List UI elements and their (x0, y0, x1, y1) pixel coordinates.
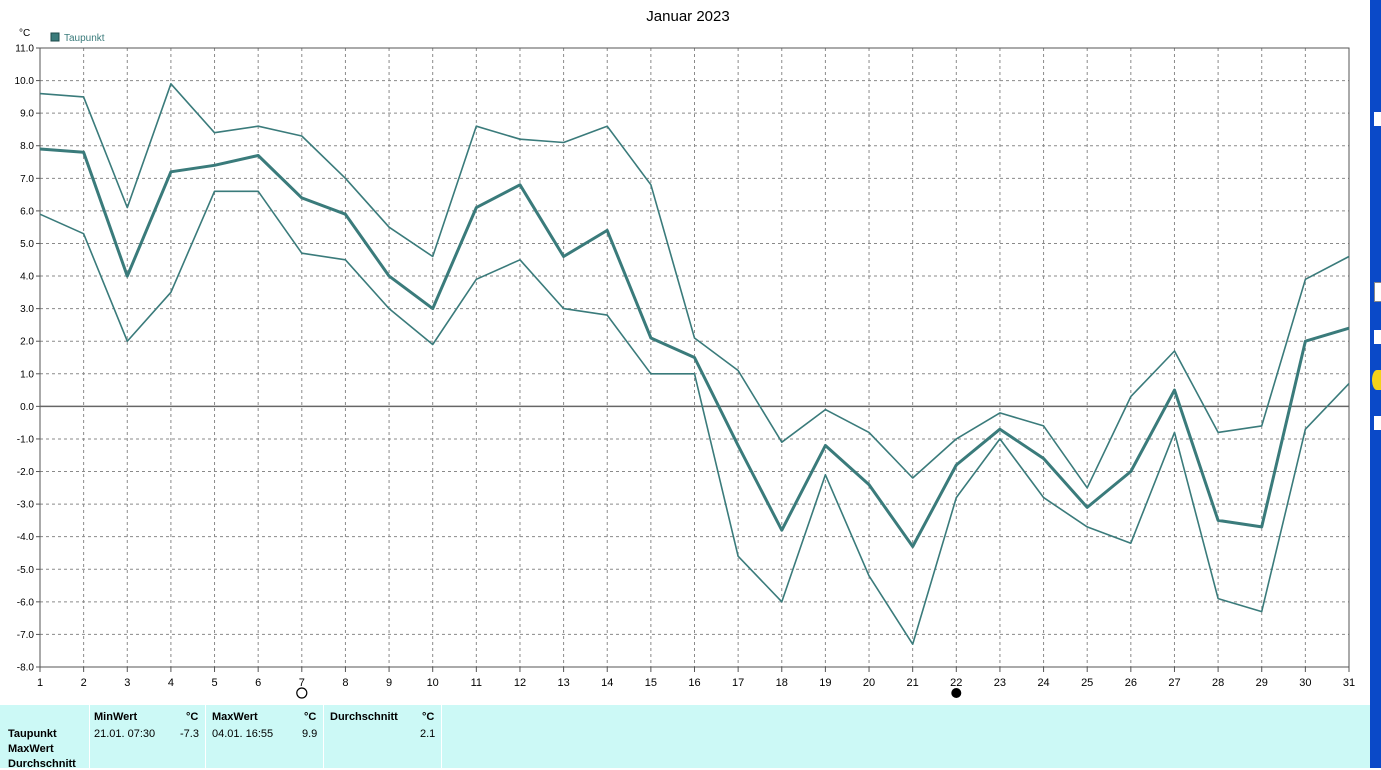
x-tick-label: 24 (1037, 677, 1049, 689)
legend-swatch (50, 32, 60, 42)
divider (441, 705, 442, 768)
x-tick-label: 18 (776, 677, 788, 689)
min-header: MinWert (94, 711, 138, 723)
max-time: 04.01. 16:55 (212, 728, 274, 740)
y-tick-label: -1.0 (17, 434, 35, 445)
y-tick-label: 11.0 (15, 44, 34, 55)
y-tick-label: 1.0 (20, 369, 34, 380)
x-tick-label: 20 (863, 677, 875, 689)
series-line-mean (39, 147, 1350, 548)
x-tick-label: 16 (688, 677, 700, 689)
x-tick-label: 4 (168, 677, 174, 689)
x-tick-label: 22 (950, 677, 962, 689)
y-tick-label: -5.0 (17, 565, 35, 576)
x-tick-label: 1 (37, 677, 43, 689)
x-tick-label: 6 (255, 677, 261, 689)
x-tick-label: 8 (342, 677, 348, 689)
x-tick-label: 17 (732, 677, 744, 689)
plot-frame (39, 47, 1350, 668)
edge-fragment (1374, 416, 1381, 430)
full-moon-marker (951, 688, 962, 698)
sun-icon (1372, 370, 1381, 390)
x-tick-label: 21 (907, 677, 919, 689)
row-label-durchschnitt: Durchschnitt (8, 758, 76, 770)
y-tick-label: 9.0 (20, 109, 34, 120)
y-tick-label: 3.0 (20, 304, 34, 315)
y-tick-label: 2.0 (20, 337, 34, 348)
edge-fragment (1374, 330, 1381, 344)
y-tick-label: -3.0 (17, 500, 35, 511)
x-tick-label: 3 (124, 677, 130, 689)
y-tick-label: 0.0 (20, 402, 34, 413)
y-tick-label: 6.0 (20, 206, 34, 217)
y-tick-label: 8.0 (20, 141, 34, 152)
x-tick-label: 10 (427, 677, 439, 689)
edge-fragment (1374, 282, 1381, 302)
min-unit: °C (186, 711, 199, 723)
divider (205, 705, 206, 768)
x-tick-label: 15 (645, 677, 657, 689)
max-value: 9.9 (302, 728, 318, 740)
x-tick-label: 29 (1256, 677, 1268, 689)
max-unit: °C (304, 711, 317, 723)
x-tick-label: 9 (386, 677, 392, 689)
y-tick-label: 4.0 (20, 272, 34, 283)
divider (323, 705, 324, 768)
x-tick-label: 14 (601, 677, 613, 689)
min-value: -7.3 (180, 728, 199, 740)
edge-fragment (1374, 112, 1381, 126)
row-label-taupunkt: Taupunkt (8, 728, 57, 740)
x-tick-label: 23 (994, 677, 1006, 689)
y-tick-label: 7.0 (20, 174, 34, 185)
y-unit-label: °C (19, 28, 30, 39)
x-tick-label: 28 (1212, 677, 1224, 689)
y-tick-label: -6.0 (17, 597, 35, 608)
x-tick-label: 25 (1081, 677, 1093, 689)
x-tick-label: 26 (1125, 677, 1137, 689)
avg-unit: °C (422, 711, 435, 723)
row-label-maxwert: MaxWert (8, 743, 54, 755)
chart: Januar 2023 °C Taupunkt 11.010.09.08.07.… (15, 8, 1355, 699)
y-tick-label: -4.0 (17, 532, 35, 543)
avg-header: Durchschnitt (330, 711, 398, 723)
y-tick-label: -2.0 (17, 467, 35, 478)
x-tick-label: 7 (299, 677, 305, 689)
x-tick-label: 30 (1299, 677, 1311, 689)
y-tick-label: -7.0 (17, 630, 35, 641)
x-tick-label: 31 (1343, 677, 1355, 689)
avg-value: 2.1 (420, 728, 436, 740)
x-tick-label: 12 (514, 677, 526, 689)
series-line-min (39, 190, 1350, 646)
x-tick-label: 5 (211, 677, 217, 689)
chart-title: Januar 2023 (646, 8, 729, 25)
series-line-max (39, 83, 1350, 489)
y-tick-label: 10.0 (15, 76, 35, 87)
x-tick-label: 13 (557, 677, 569, 689)
y-tick-label: 5.0 (20, 239, 34, 250)
min-time: 21.01. 07:30 (94, 728, 156, 740)
new-moon-marker (296, 687, 308, 699)
y-tick-label: -8.0 (17, 663, 35, 674)
max-header: MaxWert (212, 711, 258, 723)
x-tick-label: 11 (471, 677, 482, 689)
x-tick-label: 27 (1168, 677, 1180, 689)
divider (89, 705, 90, 768)
x-tick-label: 2 (81, 677, 87, 689)
stats-panel: Taupunkt MaxWert Durchschnitt MinWert °C… (0, 705, 1370, 770)
x-tick-label: 19 (819, 677, 831, 689)
legend-label: Taupunkt (64, 33, 105, 44)
